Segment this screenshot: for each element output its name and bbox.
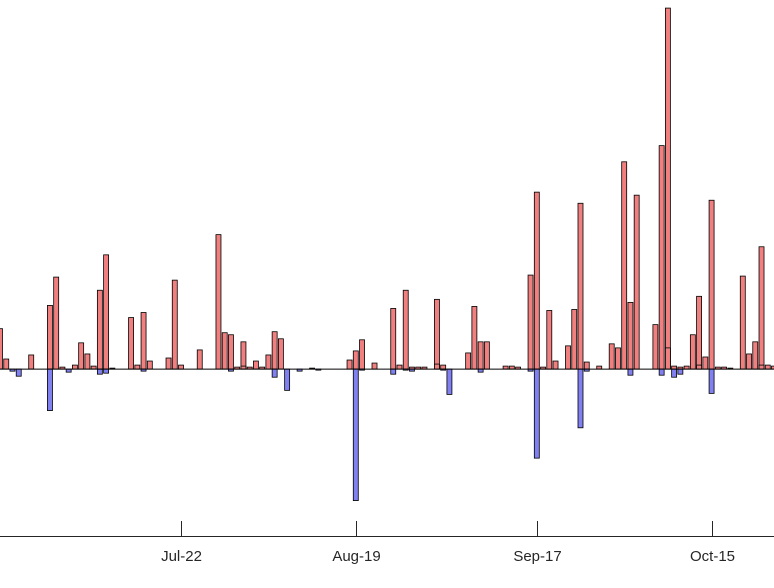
bar-2019-07-29-29 (221, 332, 228, 370)
bar-2019-09-22-81 (565, 345, 571, 370)
bar-2019-07-05-10 (72, 364, 78, 370)
bar-2019-10-06-94 (652, 324, 659, 370)
bar-2019-09-20-80 (552, 360, 559, 370)
bar-2019-10-21-114 (746, 353, 752, 370)
bar-2019-10-20-113 (739, 275, 746, 370)
bar-2019-08-25-53 (390, 368, 397, 375)
bars-group (0, 7, 774, 502)
bar-2019-06-24-1 (3, 358, 10, 370)
bar-2019-08-18-46 (346, 359, 353, 370)
bar-2019-07-25-27 (196, 349, 203, 370)
bar-2019-10-08-97 (664, 7, 671, 370)
bar-2019-10-07-95 (658, 145, 665, 370)
bar-2019-07-10-16 (103, 254, 110, 370)
bar-2019-10-23-116 (758, 246, 765, 370)
bar-2019-07-17-23 (146, 360, 153, 370)
bar-2019-10-08-98 (664, 347, 671, 370)
bar-2019-07-02-7 (53, 276, 60, 370)
x-axis-ticks: Jul-22 Aug-19 Sep-17 Oct-15 (161, 521, 735, 565)
bar-2019-07-30-30 (228, 334, 234, 370)
bar-2019-08-27-55 (402, 289, 409, 370)
bar-2019-09-19-79 (546, 310, 553, 370)
bar-2019-10-24-118 (764, 364, 771, 370)
x-tick-label: Sep-17 (513, 548, 561, 565)
bar-2019-10-23-117 (758, 364, 765, 370)
bar-2019-08-26-54 (396, 364, 403, 370)
x-tick-label: Oct-15 (690, 548, 735, 565)
bar-2019-09-24-84 (577, 368, 584, 429)
bar-2019-10-22-115 (752, 341, 759, 370)
bar-2019-09-03-65 (446, 368, 453, 395)
bar-2019-08-05-38 (265, 354, 272, 370)
bar-2019-07-22-26 (178, 364, 184, 370)
bar-2019-09-17-77 (533, 368, 540, 459)
bar-2019-06-26-3 (15, 368, 22, 377)
bar-2019-07-09-14 (96, 289, 103, 370)
bar-2019-07-01-6 (47, 368, 53, 411)
bar-2019-08-19-48 (352, 368, 359, 502)
bar-2019-09-16-74 (527, 274, 534, 370)
bar-2019-07-15-20 (134, 364, 141, 370)
bar-2019-07-16-21 (140, 312, 147, 370)
bar-2019-08-06-39 (271, 331, 278, 370)
bar-2019-09-06-66 (465, 352, 472, 370)
bar-2019-08-25-52 (390, 308, 397, 370)
bar-2019-10-02-91 (627, 301, 634, 370)
bar-2019-10-09-99 (671, 368, 678, 378)
bar-2019-09-07-67 (471, 306, 478, 370)
bar-2019-09-01-61 (434, 298, 440, 370)
bar-2019-10-10-102 (677, 368, 684, 375)
bar-2019-10-02-92 (627, 368, 634, 376)
bar-2019-08-20-49 (359, 339, 365, 370)
bar-2019-08-19-47 (352, 350, 359, 370)
bar-2019-08-08-42 (284, 368, 291, 391)
bar-2019-07-20-24 (165, 357, 172, 370)
bar-2019-10-14-107 (702, 356, 709, 370)
bar-2019-09-02-63 (440, 364, 447, 370)
bar-2019-08-03-36 (253, 360, 259, 370)
bar-2019-07-28-28 (215, 234, 222, 370)
x-tick-label: Jul-22 (161, 548, 202, 565)
bar-2019-08-06-40 (271, 368, 278, 378)
bar-2019-07-01-5 (47, 305, 53, 370)
bar-2019-10-03-93 (633, 194, 640, 370)
bar-2019-07-10-17 (103, 368, 110, 374)
x-tick-label: Aug-19 (332, 548, 380, 565)
bar-2019-09-30-89 (615, 347, 621, 370)
bar-2019-06-23-0 (0, 328, 3, 370)
bar-2019-08-07-41 (277, 338, 284, 370)
bar-2019-06-28-4 (28, 354, 35, 370)
bar-2019-10-15-108 (708, 199, 715, 370)
bar-2019-09-24-83 (577, 202, 584, 370)
bar-2019-07-21-25 (171, 279, 178, 370)
bar-2019-10-25-119 (771, 365, 774, 370)
bar-2019-10-15-109 (708, 368, 715, 394)
bar-2019-07-14-19 (128, 317, 134, 370)
bar-2019-09-09-70 (483, 341, 490, 370)
bar-2019-10-01-90 (621, 161, 628, 370)
bar-2019-09-17-76 (533, 191, 540, 370)
bar-2019-09-01-62 (434, 363, 440, 370)
bar-2019-10-13-106 (696, 364, 702, 370)
bar-2019-09-08-68 (477, 341, 484, 370)
bar-2019-10-07-96 (658, 368, 665, 376)
bar-2019-09-29-88 (608, 343, 615, 370)
bar-2019-07-09-15 (96, 368, 103, 375)
bar-2019-09-25-85 (583, 361, 590, 370)
bar-2019-07-06-11 (78, 342, 85, 370)
bar-2019-10-12-104 (689, 334, 696, 370)
bar-2019-08-01-33 (240, 341, 247, 370)
bar-2019-10-13-105 (696, 295, 702, 370)
bar-2019-09-23-82 (571, 309, 578, 370)
bar-2019-08-22-51 (371, 362, 378, 370)
bar-2019-07-07-12 (84, 353, 91, 370)
